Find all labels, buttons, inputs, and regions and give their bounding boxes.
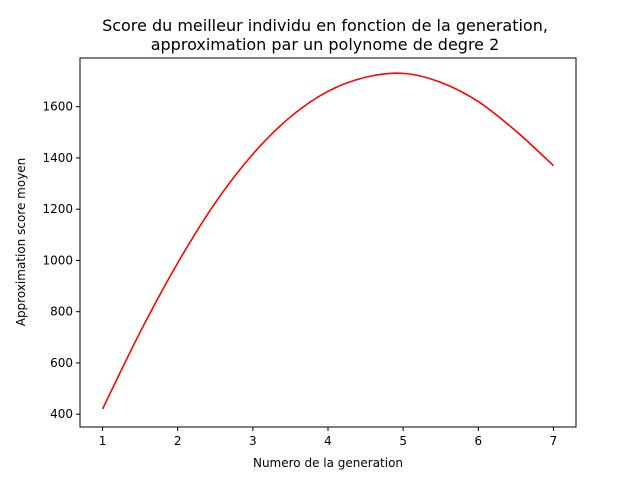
y-tick-label: 600 — [50, 356, 73, 370]
y-axis-ticks: 400 600 800 1000 1200 1400 1600 — [42, 100, 80, 421]
plot-frame — [79, 57, 577, 428]
x-tick-label: 3 — [249, 434, 257, 448]
y-tick-label: 1400 — [42, 151, 73, 165]
x-tick-label: 4 — [324, 434, 332, 448]
x-axis-ticks: 1 2 3 4 5 6 7 — [99, 427, 558, 448]
y-tick-label: 400 — [50, 407, 73, 421]
chart-subtitle: approximation par un polynome de degre 2 — [151, 35, 500, 54]
chart-title: Score du meilleur individu en fonction d… — [102, 16, 548, 35]
y-tick-label: 1200 — [42, 202, 73, 216]
x-tick-label: 6 — [474, 434, 482, 448]
series-group — [101, 72, 554, 410]
x-tick-label: 1 — [99, 434, 107, 448]
x-tick-label: 2 — [174, 434, 182, 448]
y-axis-label: Approximation score moyen — [14, 158, 28, 327]
x-axis-label: Numero de la generation — [253, 456, 403, 470]
y-tick-label: 1000 — [42, 253, 73, 267]
x-tick-label: 5 — [399, 434, 407, 448]
y-tick-label: 1600 — [42, 100, 73, 114]
plot-background — [80, 58, 576, 427]
x-tick-label: 7 — [550, 434, 558, 448]
y-tick-label: 800 — [50, 305, 73, 319]
plot-area — [80, 58, 576, 427]
series-line — [101, 72, 554, 410]
